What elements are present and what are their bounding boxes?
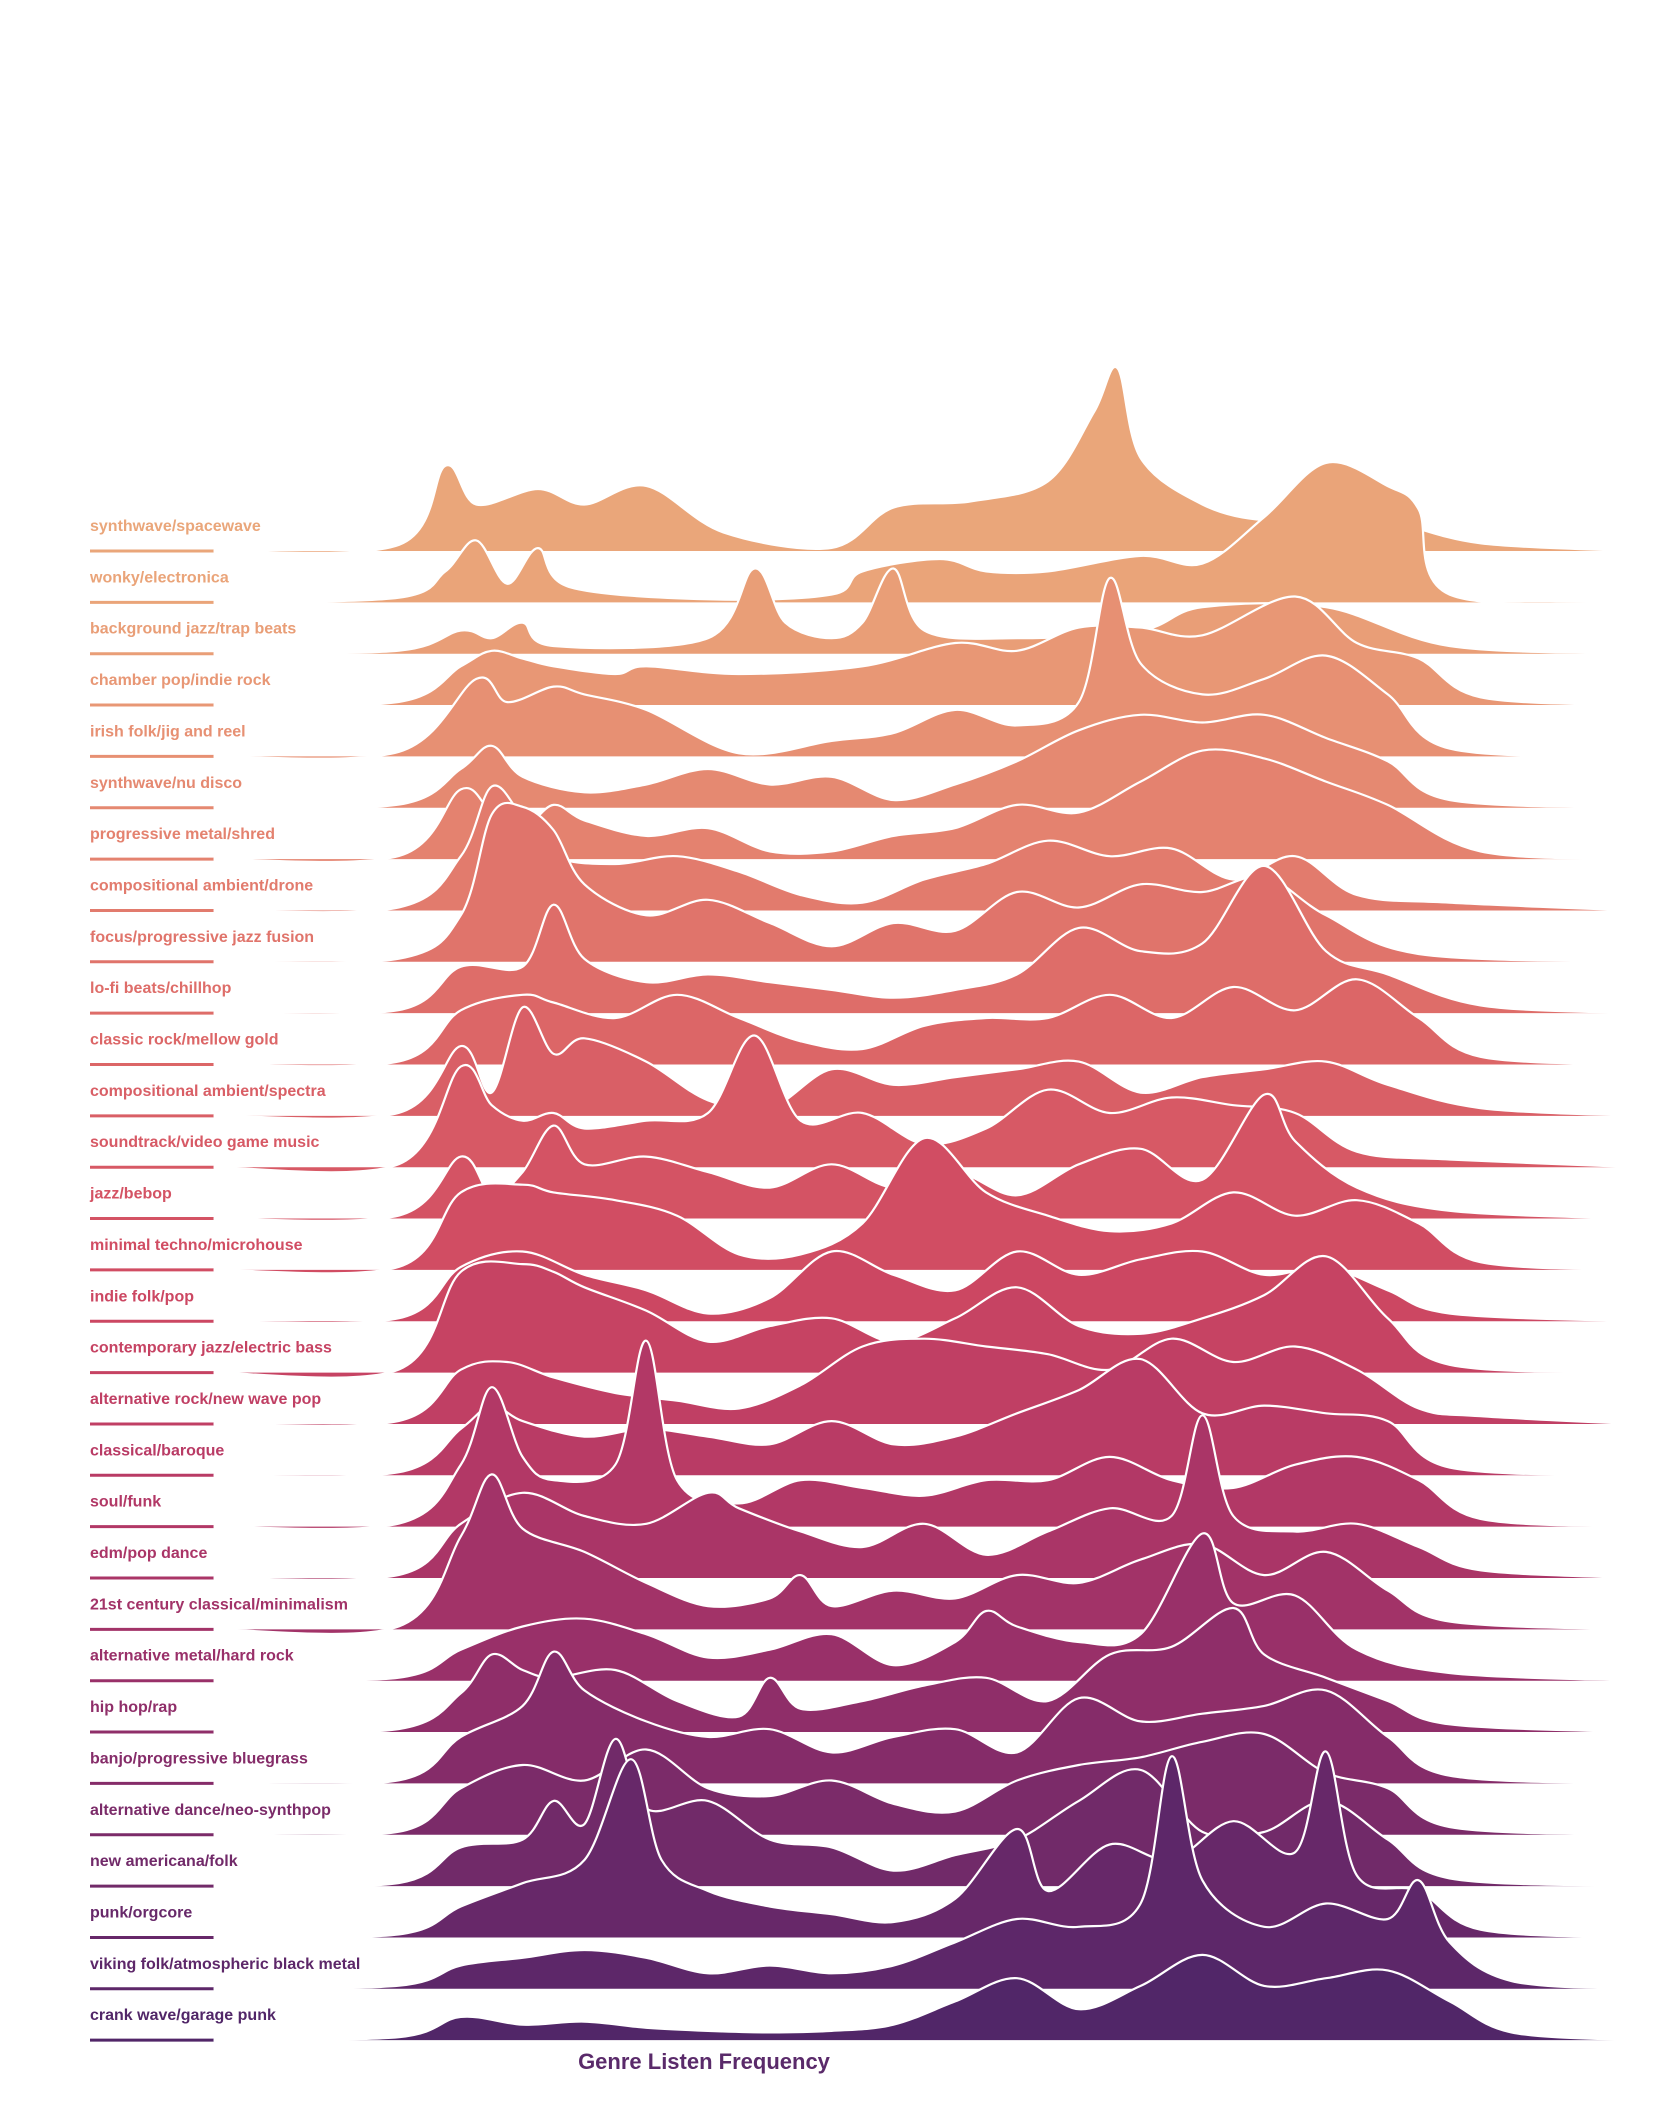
ridge-area: [213, 366, 1636, 553]
ridge-outline: [213, 1953, 1636, 2042]
ridge-outline: [213, 864, 1636, 1016]
ridge-area: [213, 1006, 1636, 1119]
ridge-outline: [213, 1034, 1636, 1174]
ridge-outline: [213, 460, 1636, 605]
ridge-label: focus/progressive jazz fusion: [90, 929, 314, 946]
ridge-label: synthwave/nu disco: [90, 775, 242, 792]
ridge-outline: [213, 1337, 1636, 1427]
ridge-area: [213, 1533, 1636, 1681]
ridge-area: [213, 577, 1636, 759]
ridge-area: [213, 1732, 1636, 1836]
ridges-group: [90, 365, 1636, 2042]
ridge-outline: [213, 1414, 1636, 1581]
ridge-label: contemporary jazz/electric bass: [90, 1340, 332, 1357]
ridge-outline: [213, 1755, 1636, 1990]
ridge-area: [213, 1756, 1636, 1989]
ridge-label: irish folk/jig and reel: [90, 723, 246, 740]
ridge-label: minimal techno/microhouse: [90, 1237, 303, 1254]
ridge-label: banjo/progressive bluegrass: [90, 1750, 308, 1767]
ridge-label: classic rock/mellow gold: [90, 1032, 279, 1049]
ridge-label: soul/funk: [90, 1494, 161, 1511]
ridge-label: synthwave/spacewave: [90, 518, 261, 535]
ridge-area: [213, 1338, 1636, 1426]
ridge-outline: [213, 1731, 1636, 1838]
ridge-label: classical/baroque: [90, 1442, 224, 1459]
ridge-area: [213, 749, 1636, 862]
ridge-label: viking folk/atmospheric black metal: [90, 1956, 360, 1973]
ridge-label: hip hop/rap: [90, 1699, 177, 1716]
ridge-area: [213, 1358, 1636, 1477]
ridge-area: [213, 1954, 1636, 2041]
ridge-area: [213, 865, 1636, 1015]
ridge-label: compositional ambient/spectra: [90, 1083, 326, 1100]
ridge-area: [213, 1137, 1636, 1274]
ridge-outline: [213, 1750, 1636, 1939]
ridge-label: alternative dance/neo-synthpop: [90, 1802, 331, 1819]
ridge-label: background jazz/trap beats: [90, 621, 296, 638]
ridge-outline: [213, 784, 1636, 914]
ridge-area: [213, 1093, 1636, 1221]
ridge-label: chamber pop/indie rock: [90, 672, 271, 689]
ridge-outline: [213, 713, 1636, 810]
ridge-label: alternative metal/hard rock: [90, 1648, 294, 1665]
ridge-label: punk/orgcore: [90, 1904, 192, 1921]
x-axis-label: Genre Listen Frequency: [578, 2049, 831, 2074]
ridge-outline: [213, 1606, 1636, 1734]
ridge-outline: [213, 567, 1636, 655]
ridge-area: [213, 1415, 1636, 1580]
ridge-outline: [213, 1532, 1636, 1683]
ridge-area: [213, 1255, 1636, 1378]
ridge-label: indie folk/pop: [90, 1288, 194, 1305]
ridge-label: lo-fi beats/chillhop: [90, 980, 232, 997]
ridge-area: [213, 1751, 1636, 1938]
ridge-label: 21st century classical/minimalism: [90, 1596, 348, 1613]
ridge-outline: [213, 1339, 1636, 1531]
labels-group: synthwave/spacewave wonky/electronica back…: [89, 518, 360, 2024]
ridge-outline: [213, 1473, 1636, 1636]
ridge-label: new americana/folk: [90, 1853, 238, 1870]
ridge-label: crank wave/garage punk: [90, 2007, 276, 2024]
ridge-outline: [213, 595, 1636, 707]
ridge-outline: [213, 576, 1636, 760]
ridge-label: jazz/bebop: [89, 1186, 172, 1203]
ridge-area: [213, 462, 1636, 604]
ridge-outline: [213, 978, 1636, 1068]
ridge-outline: [213, 1005, 1636, 1120]
ridge-label: compositional ambient/drone: [90, 877, 313, 894]
ridge-label: wonky/electronica: [89, 569, 229, 586]
ridge-label: soundtrack/video game music: [90, 1134, 320, 1151]
ridge-label: alternative rock/new wave pop: [90, 1391, 321, 1408]
ridge-outline: [213, 1650, 1636, 1786]
ridge-label: progressive metal/shred: [90, 826, 275, 843]
ridge-outline: [213, 1137, 1636, 1275]
ridge-label: edm/pop dance: [90, 1545, 207, 1562]
